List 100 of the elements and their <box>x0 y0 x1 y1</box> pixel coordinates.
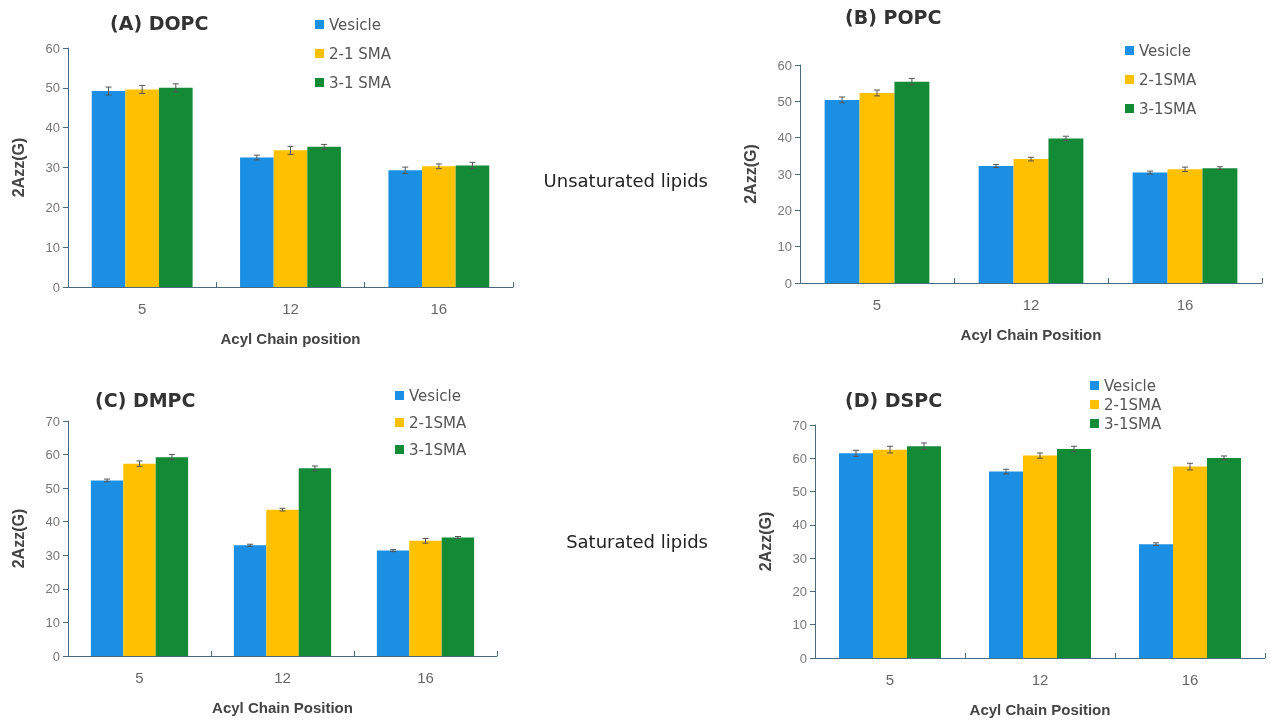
legend-label: Vesicle <box>409 386 461 405</box>
y-tick-label: 40 <box>45 120 60 136</box>
x-tick-label: 16 <box>417 669 434 686</box>
bar <box>1048 138 1084 283</box>
x-axis-title: Acyl Chain Position <box>960 326 1102 343</box>
y-tick-label: 50 <box>777 93 792 109</box>
chart-title: (D) DSPC <box>845 388 943 411</box>
bar <box>91 91 126 287</box>
bar <box>907 446 941 658</box>
bar <box>376 550 410 656</box>
y-tick-label: 10 <box>45 614 60 630</box>
legend-label: 2-1 SMA <box>329 44 392 63</box>
y-tick-label: 50 <box>45 80 60 96</box>
y-tick-label: 40 <box>45 514 60 530</box>
x-tick-label: 12 <box>1022 296 1040 313</box>
x-tick-label: 12 <box>274 669 291 686</box>
legend-label: Vesicle <box>329 15 381 34</box>
legend-label: 2-1SMA <box>1104 395 1162 414</box>
y-tick-label: 60 <box>45 40 60 56</box>
bar <box>155 457 189 656</box>
bar <box>307 146 341 287</box>
y-tick-label: 20 <box>777 202 792 218</box>
x-axis-title: Acyl Chain Position <box>969 701 1111 718</box>
bar <box>273 150 308 287</box>
y-tick-label: 20 <box>45 199 60 215</box>
legend-label: 2-1SMA <box>409 413 467 432</box>
bar <box>1173 466 1207 658</box>
y-tick-label: 30 <box>45 160 60 175</box>
bar <box>158 87 193 287</box>
legend-label: 3-1SMA <box>1139 99 1197 118</box>
bar <box>422 166 456 287</box>
y-axis-title: 2Azz(G) <box>741 144 759 204</box>
x-tick-label: 16 <box>1181 671 1199 688</box>
y-tick-label: 30 <box>777 166 792 182</box>
bar <box>233 545 267 656</box>
bar <box>873 449 907 658</box>
bar <box>989 471 1023 658</box>
bar <box>388 170 423 287</box>
y-tick-label: 10 <box>792 617 807 633</box>
legend-label: 2-1SMA <box>1139 70 1197 89</box>
bar <box>125 89 159 287</box>
y-tick-label: 60 <box>45 447 60 463</box>
bar <box>1202 168 1238 283</box>
bar <box>441 537 475 656</box>
y-tick-label: 20 <box>792 583 807 599</box>
chart-title: (A) DOPC <box>110 11 209 34</box>
y-axis-title: 2Azz(G) <box>756 511 774 572</box>
y-tick-label: 40 <box>792 517 807 533</box>
y-tick-label: 10 <box>45 239 60 255</box>
bar <box>894 81 930 283</box>
bar <box>455 165 490 287</box>
chart-title: (B) POPC <box>845 5 942 28</box>
x-axis-title: Acyl Chain Position <box>212 699 353 716</box>
bar <box>1057 448 1091 658</box>
bar <box>298 468 332 656</box>
y-tick-label: 10 <box>777 239 792 255</box>
y-tick-label: 70 <box>792 417 807 433</box>
bar <box>409 540 442 656</box>
bar <box>978 166 1014 283</box>
x-tick-label: 5 <box>137 300 147 317</box>
y-tick-label: 0 <box>799 650 807 666</box>
y-tick-label: 0 <box>52 648 60 664</box>
y-tick-label: 40 <box>777 130 792 146</box>
text: Saturated lipids <box>566 531 709 552</box>
y-tick-label: 0 <box>52 279 60 295</box>
bar <box>1013 159 1049 283</box>
x-tick-label: 16 <box>1176 296 1194 313</box>
legend-label: 3-1SMA <box>1104 414 1162 433</box>
y-tick-label: 0 <box>784 275 792 291</box>
y-tick-label: 60 <box>792 450 807 466</box>
bar <box>90 480 124 656</box>
x-axis-title: Acyl Chain position <box>220 330 361 347</box>
bar <box>240 157 274 287</box>
bar <box>1023 455 1057 658</box>
y-tick-label: 30 <box>45 547 60 563</box>
legend-label: Vesicle <box>1139 41 1191 60</box>
bar <box>1207 457 1241 658</box>
x-tick-label: 5 <box>872 296 882 313</box>
x-tick-label: 5 <box>135 669 144 686</box>
y-tick-label: 70 <box>45 413 60 429</box>
y-tick-label: 50 <box>792 484 807 500</box>
bar <box>859 92 895 283</box>
chart-title: (C) DMPC <box>95 388 196 411</box>
bar <box>1132 172 1168 283</box>
y-tick-label: 20 <box>45 581 60 597</box>
y-axis-title: 2Azz(G) <box>9 137 27 198</box>
bar <box>123 463 156 656</box>
x-tick-label: 12 <box>1031 671 1049 688</box>
text: Unsaturated lipids <box>543 170 709 191</box>
bar <box>1139 544 1173 658</box>
y-tick-label: 30 <box>792 550 807 566</box>
legend-label: 3-1 SMA <box>329 73 392 92</box>
legend-label: 3-1SMA <box>409 440 467 459</box>
y-tick-label: 60 <box>777 57 792 73</box>
bar <box>824 99 860 283</box>
legend-label: Vesicle <box>1104 376 1156 395</box>
bar <box>266 509 299 656</box>
x-tick-label: 16 <box>430 300 448 317</box>
x-tick-label: 12 <box>282 300 299 317</box>
bar <box>1167 169 1203 283</box>
